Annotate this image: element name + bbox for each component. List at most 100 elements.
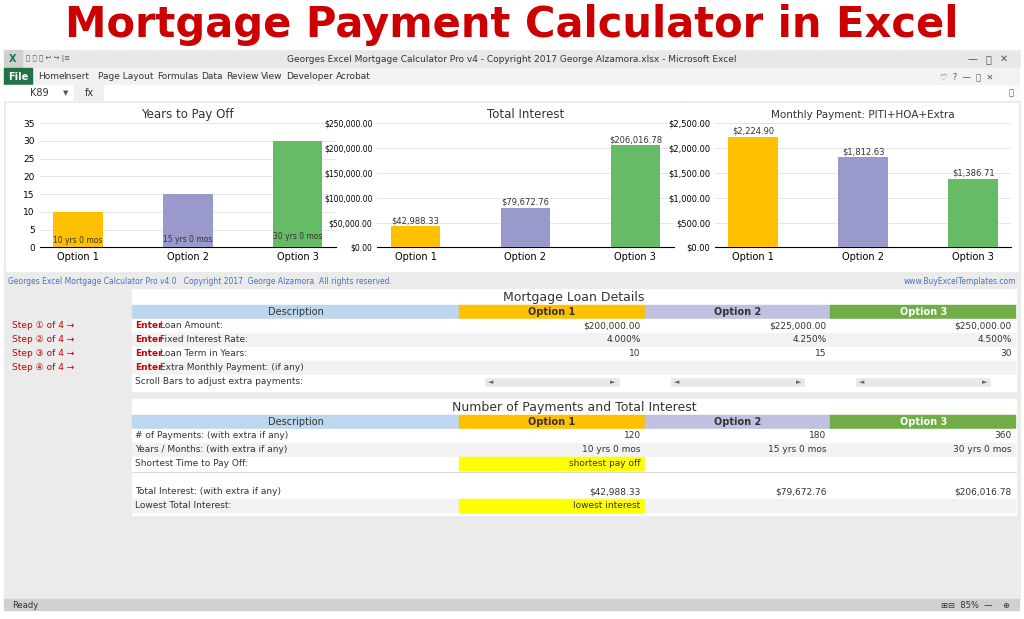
Bar	[132, 429, 459, 443]
Text: ♡  ?  —  🗗  ✕: ♡ ? — 🗗 ✕	[940, 72, 993, 81]
Text: Description: Description	[267, 307, 324, 317]
Text: 15 yrs 0 mos: 15 yrs 0 mos	[768, 446, 826, 454]
Bar	[459, 361, 645, 375]
Bar	[501, 208, 550, 248]
Bar	[671, 378, 805, 386]
Text: Step ④ of 4 →: Step ④ of 4 →	[12, 363, 75, 373]
Bar	[132, 443, 459, 457]
Bar	[132, 375, 459, 389]
Bar	[645, 347, 830, 361]
Bar	[645, 485, 830, 499]
Text: —: —	[967, 54, 977, 64]
Bar	[132, 499, 459, 513]
Bar	[459, 457, 645, 471]
Text: File: File	[8, 72, 28, 82]
Text: Loan Term in Years:: Loan Term in Years:	[160, 350, 247, 358]
Bar	[645, 361, 830, 375]
Bar	[645, 333, 830, 347]
Bar	[830, 485, 1016, 499]
Bar	[830, 415, 1016, 429]
Bar	[132, 457, 459, 471]
Bar	[74, 85, 104, 101]
Text: Enter: Enter	[135, 350, 163, 358]
Text: Scroll Bars to adjust extra payments:: Scroll Bars to adjust extra payments:	[135, 378, 303, 386]
Bar	[645, 415, 830, 429]
Bar	[459, 375, 645, 389]
Title: Monthly Payment: PITI+HOA+Extra: Monthly Payment: PITI+HOA+Extra	[771, 110, 955, 119]
Text: $200,000.00: $200,000.00	[584, 321, 641, 331]
Bar	[53, 212, 102, 248]
Text: 💾 🔡 🔡 ↩ ↪ |≡: 💾 🔡 🔡 ↩ ↪ |≡	[26, 56, 70, 63]
Text: $250,000.00: $250,000.00	[954, 321, 1012, 331]
Text: Home: Home	[38, 72, 65, 81]
Bar	[459, 443, 645, 457]
Text: $42,988.33: $42,988.33	[391, 216, 439, 225]
Text: Option 3: Option 3	[899, 307, 947, 317]
Text: ◄: ◄	[674, 379, 679, 385]
Text: View: View	[261, 72, 283, 81]
Bar	[132, 347, 459, 361]
Text: X: X	[9, 54, 16, 64]
Bar	[4, 68, 32, 85]
Text: Step ① of 4 →: Step ① of 4 →	[12, 321, 75, 331]
Text: Option 2: Option 2	[714, 417, 761, 427]
Text: ⌵: ⌵	[1009, 89, 1014, 98]
Bar	[459, 485, 645, 499]
Bar	[645, 375, 830, 389]
Text: $206,016.78: $206,016.78	[954, 488, 1012, 496]
Bar	[459, 347, 645, 361]
Text: $1,812.63: $1,812.63	[842, 147, 885, 157]
Bar	[830, 305, 1016, 319]
Text: 15: 15	[815, 350, 826, 358]
Text: www.BuyExcelTemplates.com: www.BuyExcelTemplates.com	[903, 277, 1016, 285]
Text: 30 yrs 0 mos: 30 yrs 0 mos	[273, 232, 323, 241]
Bar	[830, 499, 1016, 513]
Text: Ready: Ready	[12, 600, 38, 610]
Bar	[4, 50, 1020, 68]
Bar	[132, 333, 459, 347]
Bar	[132, 415, 459, 429]
Text: Acrobat: Acrobat	[336, 72, 371, 81]
Text: Data: Data	[201, 72, 222, 81]
Bar	[4, 50, 22, 68]
Text: 4.000%: 4.000%	[606, 335, 641, 345]
Text: ▼: ▼	[63, 90, 69, 96]
Text: $79,672.76: $79,672.76	[502, 198, 550, 207]
Text: Page Layout: Page Layout	[98, 72, 154, 81]
Text: Step ③ of 4 →: Step ③ of 4 →	[12, 350, 75, 358]
Text: Enter: Enter	[135, 335, 163, 345]
Text: Number of Payments and Total Interest: Number of Payments and Total Interest	[452, 400, 696, 413]
Text: 15 yrs 0 mos: 15 yrs 0 mos	[163, 235, 213, 245]
Text: Years / Months: (with extra if any): Years / Months: (with extra if any)	[135, 446, 288, 454]
Text: shortest pay off: shortest pay off	[569, 459, 641, 469]
Bar	[4, 68, 1020, 85]
Bar	[459, 333, 645, 347]
Text: ✕: ✕	[1000, 54, 1008, 64]
Text: Description: Description	[267, 417, 324, 427]
Bar	[610, 145, 660, 248]
Bar	[459, 305, 645, 319]
Text: fx: fx	[84, 88, 93, 98]
Bar	[830, 319, 1016, 333]
Text: $225,000.00: $225,000.00	[769, 321, 826, 331]
Text: Georges Excel Mortgage Calculator Pro v4.0   Copyright 2017  George Alzamora  Al: Georges Excel Mortgage Calculator Pro v4…	[8, 277, 392, 285]
Text: K89: K89	[30, 88, 48, 98]
Bar	[830, 429, 1016, 443]
Text: Enter: Enter	[135, 321, 163, 331]
Text: ◄: ◄	[488, 379, 494, 385]
Bar	[459, 319, 645, 333]
Bar	[830, 347, 1016, 361]
Bar	[132, 319, 459, 333]
Text: 180: 180	[809, 431, 826, 441]
Text: Option 1: Option 1	[528, 307, 575, 317]
Title: Total Interest: Total Interest	[486, 108, 564, 121]
Bar	[132, 305, 459, 319]
Bar	[273, 141, 323, 248]
Text: $42,988.33: $42,988.33	[590, 488, 641, 496]
Bar	[839, 157, 888, 248]
Text: Formulas: Formulas	[157, 72, 198, 81]
Text: # of Payments: (with extra if any): # of Payments: (with extra if any)	[135, 431, 288, 441]
Bar	[459, 429, 645, 443]
Text: Mortgage Payment Calculator in Excel: Mortgage Payment Calculator in Excel	[66, 4, 958, 46]
Bar	[344, 103, 680, 271]
